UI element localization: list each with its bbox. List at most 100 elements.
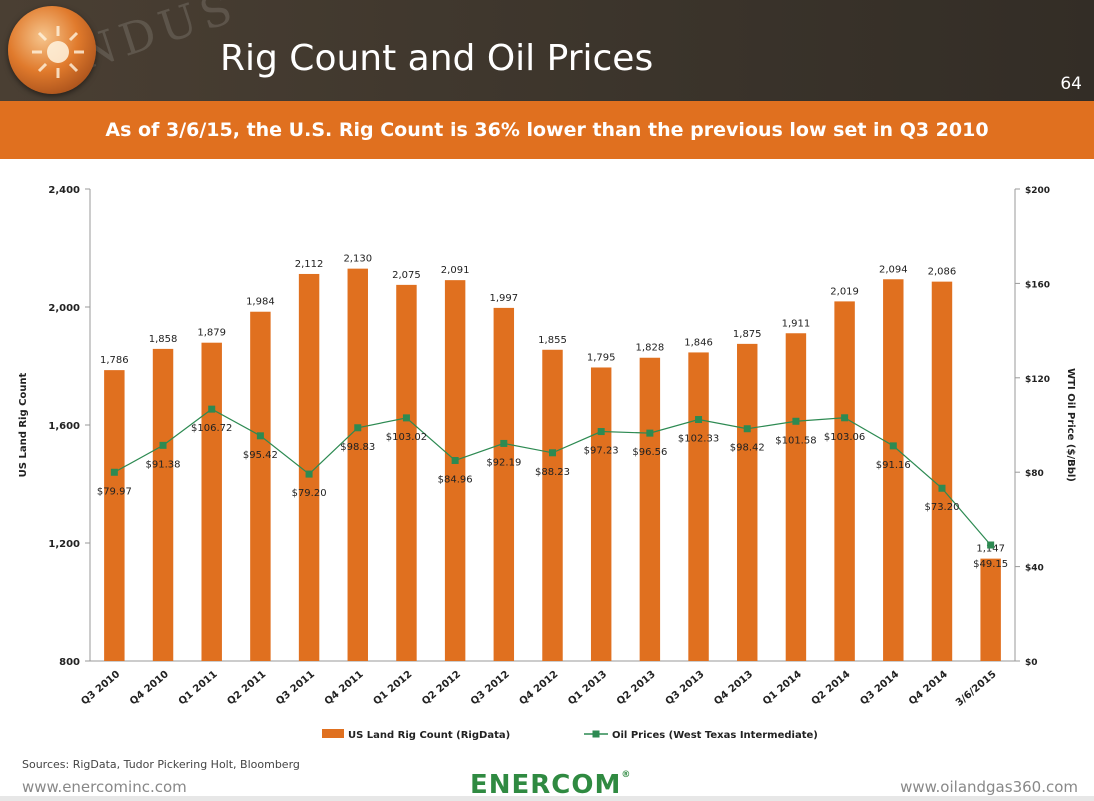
rig-count-bar <box>688 352 709 661</box>
oil-price-marker <box>354 424 362 432</box>
x-tick-label: Q3 2012 <box>469 669 512 708</box>
oil-price-label: $96.56 <box>632 447 667 458</box>
rig-count-label: 1,911 <box>782 318 811 329</box>
rig-count-bar <box>931 281 953 661</box>
oil-price-label: $97.23 <box>584 446 619 457</box>
rig-count-bar <box>639 357 661 661</box>
oil-price-marker <box>841 414 849 422</box>
oil-price-label: $101.58 <box>775 435 816 446</box>
x-tick-label: Q1 2012 <box>371 669 414 708</box>
rig-count-bar <box>298 273 320 661</box>
oil-price-marker <box>792 417 800 425</box>
oil-price-label: $98.42 <box>730 443 765 454</box>
slide-header: INDUS Rig Count and Oil Prices 64 <box>0 0 1094 101</box>
oil-price-label: $103.02 <box>386 432 427 443</box>
legend-bar-swatch <box>322 729 344 738</box>
rig-count-bar <box>542 349 563 661</box>
rig-count-label: 2,091 <box>441 265 470 276</box>
oil-price-label: $102.33 <box>678 434 719 445</box>
left-tick-label: 2,000 <box>48 303 80 314</box>
left-tick-label: 800 <box>59 657 80 668</box>
enercom-logo: ENERCOM® <box>470 770 631 800</box>
x-tick-label: Q3 2013 <box>664 669 707 708</box>
oil-price-label: $73.20 <box>924 502 959 513</box>
x-tick-label: Q1 2011 <box>177 669 220 708</box>
slide-title: Rig Count and Oil Prices <box>220 38 654 79</box>
rig-count-label: 1,147 <box>976 544 1005 555</box>
oil-price-marker <box>208 405 216 413</box>
rig-count-bar <box>737 343 758 661</box>
oil-price-marker <box>159 441 167 449</box>
oil-price-marker <box>889 442 897 450</box>
y-axis-title: US Land Rig Count <box>18 372 29 477</box>
footer-right-link[interactable]: www.oilandgas360.com <box>900 778 1078 796</box>
y2-axis-title: WTI Oil Price ($/Bbl) <box>1065 368 1076 482</box>
legend-line-marker <box>592 730 600 738</box>
oil-price-marker <box>256 432 264 440</box>
x-tick-label: Q3 2011 <box>274 669 317 708</box>
oil-price-marker <box>402 414 410 422</box>
x-tick-label: Q1 2014 <box>761 669 804 708</box>
legend-line-label: Oil Prices (West Texas Intermediate) <box>612 730 818 741</box>
rig-count-label: 1,795 <box>587 352 616 363</box>
oil-price-marker <box>743 425 751 433</box>
x-tick-label: Q3 2010 <box>79 669 122 708</box>
left-tick-label: 1,600 <box>48 421 80 432</box>
oil-price-label: $79.97 <box>97 486 132 497</box>
x-tick-label: Q4 2013 <box>712 669 755 708</box>
left-tick-label: 2,400 <box>48 185 80 196</box>
left-tick-label: 1,200 <box>48 539 80 550</box>
oil-price-marker <box>110 468 118 476</box>
rig-count-label: 2,130 <box>343 254 372 265</box>
right-tick-label: $40 <box>1025 564 1044 574</box>
rig-count-label: 1,984 <box>246 297 275 308</box>
headline-banner: As of 3/6/15, the U.S. Rig Count is 36% … <box>0 101 1094 159</box>
oil-price-label: $98.83 <box>340 442 375 453</box>
rig-count-label: 1,846 <box>684 337 713 348</box>
oil-price-marker <box>549 449 556 457</box>
rig-count-label: 1,858 <box>149 334 178 345</box>
rig-count-oil-price-chart: 2,400 2,000 1,600 1,200 800 $200 $160 $120 $80 $4… <box>18 185 1076 741</box>
rig-count-bar <box>201 342 222 661</box>
brand-name: ENERCOM <box>470 770 622 800</box>
oil-price-label: $92.19 <box>486 457 521 468</box>
oil-price-label: $106.72 <box>191 423 232 434</box>
x-tick-label: Q4 2012 <box>518 669 561 708</box>
right-tick-label: $160 <box>1025 280 1050 290</box>
rig-count-bar <box>883 279 904 661</box>
rig-count-bar <box>396 284 417 661</box>
x-tick-label: Q2 2012 <box>420 669 463 708</box>
oil-price-marker <box>987 541 995 549</box>
rig-count-bar <box>785 333 807 661</box>
oil-price-label: $88.23 <box>535 467 570 478</box>
oil-price-label: $91.38 <box>146 459 181 470</box>
right-tick-label: $200 <box>1025 186 1050 196</box>
rig-count-bar <box>980 558 1001 661</box>
oil-price-label: $49.15 <box>973 559 1008 570</box>
rig-count-bar <box>590 367 612 661</box>
logo-sun-icon <box>8 6 96 94</box>
right-tick-label: $120 <box>1025 375 1050 385</box>
sources-note: Sources: RigData, Tudor Pickering Holt, … <box>22 758 300 771</box>
rig-count-label: 2,075 <box>392 270 421 281</box>
oil-price-marker <box>695 416 703 424</box>
rig-count-bar <box>152 348 174 661</box>
rig-count-bar <box>834 301 855 661</box>
oil-price-marker <box>938 484 946 492</box>
rig-count-label: 1,828 <box>636 343 665 354</box>
rig-count-label: 2,086 <box>928 267 957 278</box>
oil-price-label: $91.16 <box>876 460 911 471</box>
x-tick-label: Q2 2013 <box>615 669 658 708</box>
rig-count-bar <box>104 370 125 661</box>
footer-left-link[interactable]: www.enercominc.com <box>22 778 187 796</box>
rig-count-label: 1,786 <box>100 355 129 366</box>
oil-price-label: $79.20 <box>292 488 327 499</box>
x-tick-label: Q3 2014 <box>858 669 901 708</box>
rig-count-label: 1,997 <box>489 293 518 304</box>
right-tick-label: $80 <box>1025 469 1044 479</box>
oil-price-label: $103.06 <box>824 432 865 443</box>
x-tick-label: Q1 2013 <box>566 669 609 708</box>
x-tick-label: Q4 2014 <box>907 669 950 708</box>
oil-price-marker <box>597 428 605 436</box>
x-tick-label: Q4 2011 <box>323 669 366 708</box>
